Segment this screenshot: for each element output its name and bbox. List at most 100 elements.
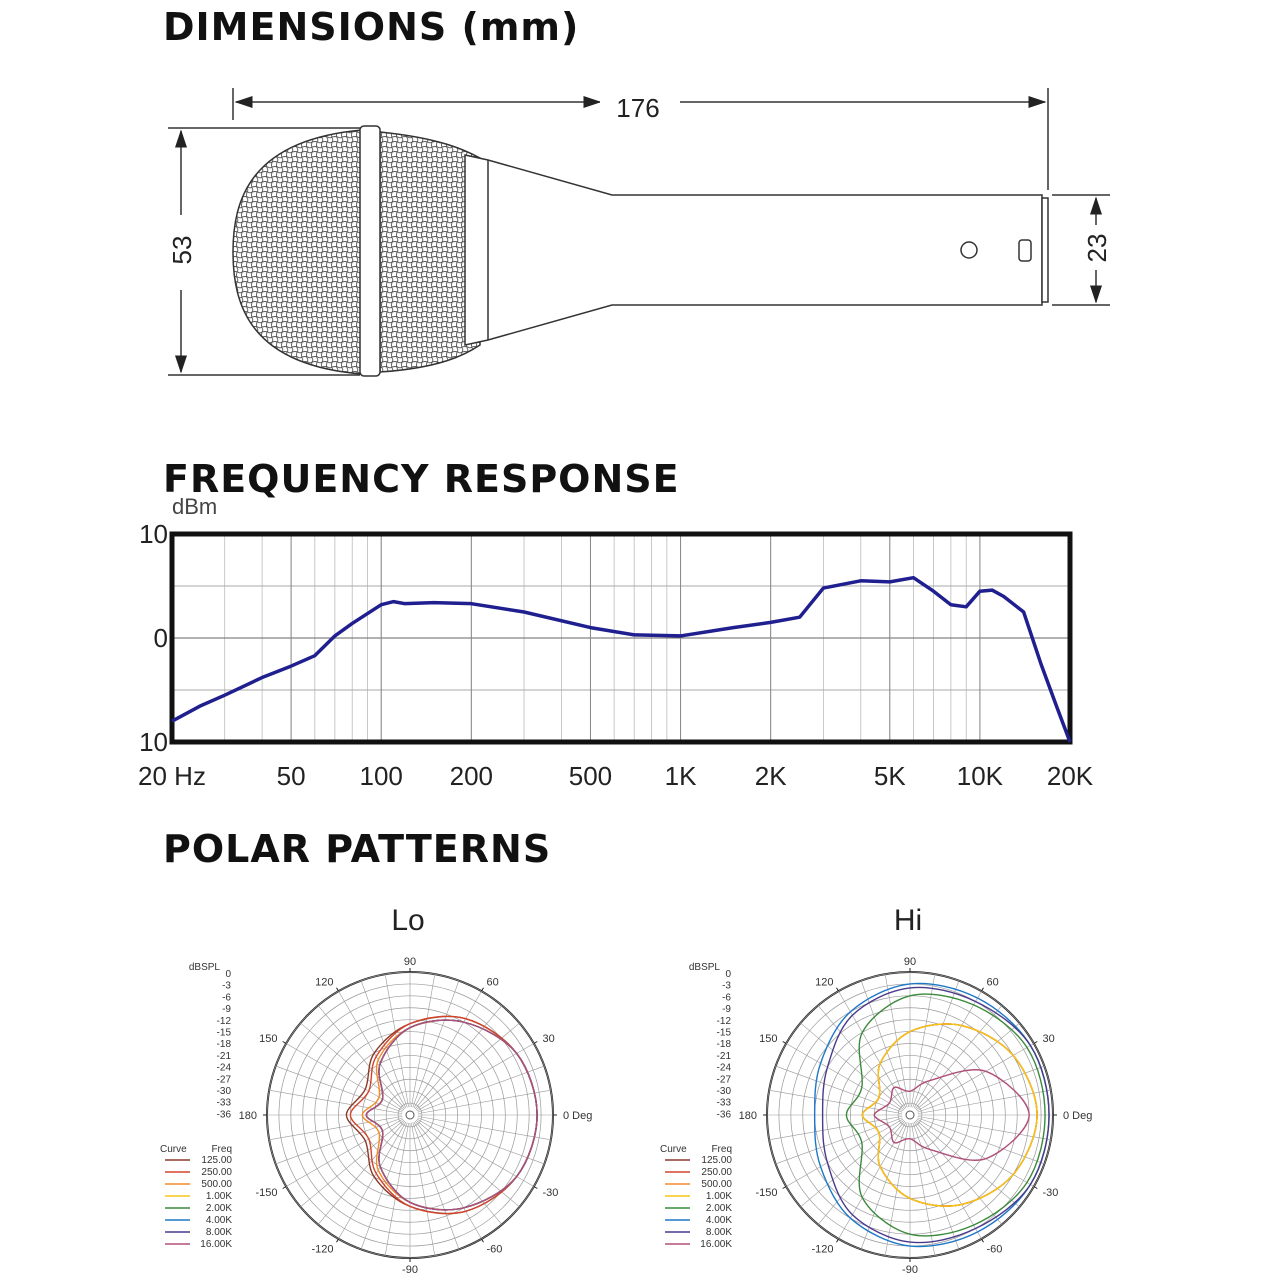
angle-label: -90 [902,1264,918,1276]
polar-chart: LodBSPL0-3-6-9-12-15-18-21-24-27-30-33-3… [160,904,592,1276]
spoke [317,1120,406,1225]
ring [302,1007,518,1223]
center [405,1110,415,1120]
db-tick-label: -3 [222,981,231,992]
spoke [275,1065,403,1113]
angle-label: 60 [487,977,499,989]
angle-tick [481,987,484,992]
legend-label: 8.00K [706,1227,732,1238]
spoke [413,1121,482,1239]
db-tick-label: -9 [222,1004,231,1015]
db-tick-label: -15 [217,1028,232,1039]
polar-curve [349,1015,538,1215]
legend-label: 4.00K [206,1215,232,1226]
angle-label: 120 [815,977,833,989]
db-tick-label: -27 [717,1074,732,1085]
spoke [914,1005,1003,1110]
db-tick-label: -6 [222,992,231,1003]
spoke [860,980,908,1108]
db-axis-label: dBSPL [689,962,721,973]
angle-label: 30 [1043,1033,1055,1045]
x-tick-label: 500 [569,761,612,791]
spoke [412,1122,460,1250]
plot-frame [169,531,1073,745]
angle-label: -90 [402,1264,418,1276]
db-tick-label: 0 [225,969,231,980]
angle-label: -120 [311,1243,333,1255]
angle-tick [1033,1186,1038,1189]
legend-label: 8.00K [206,1227,232,1238]
spoke [269,1089,403,1114]
db-tick-label: -18 [217,1039,232,1050]
angle-tick [981,1238,984,1243]
ring [897,1102,923,1128]
angle-tick [782,1186,787,1189]
label-bg [166,215,196,290]
ring [290,995,530,1235]
legend-label: 125.00 [201,1155,232,1166]
db-tick-label: -6 [722,992,731,1003]
db-tick-label: -33 [217,1098,232,1109]
angle-label: 120 [315,977,333,989]
angle-label: -60 [487,1243,503,1255]
spoke [817,1005,906,1110]
spoke [415,1119,520,1208]
ring [802,1007,1018,1223]
db-tick-label: -21 [217,1051,232,1062]
spoke [912,1122,960,1250]
spoke [414,1120,503,1225]
x-tick-label: 50 [277,761,306,791]
polar-title: Lo [391,904,424,937]
angle-label: 180 [239,1110,257,1122]
microphone-drawing [168,88,1110,377]
db-tick-label: -24 [717,1063,732,1074]
handle-diameter-label: 23 [1082,234,1112,263]
legend-label: 4.00K [706,1215,732,1226]
angle-label: 0 Deg [563,1110,592,1122]
polar-chart: HidBSPL0-3-6-9-12-15-18-21-24-27-30-33-3… [660,904,1092,1276]
spoke [411,1122,436,1256]
section-title: DIMENSIONS (mm) [163,5,579,49]
spoke [911,974,936,1108]
polar-curve [365,1019,538,1211]
spoke [286,1043,404,1112]
db-tick-label: -27 [217,1074,232,1085]
ring [385,1090,435,1140]
x-tick-label: 2K [755,761,787,791]
spoke [384,1122,409,1256]
polar-curve [861,1023,1038,1207]
angle-label: -30 [1043,1187,1059,1199]
spoke [412,980,460,1108]
spoke [915,1022,1020,1111]
spoke [417,1089,551,1114]
spoke [915,1119,1020,1208]
spoke [275,1117,403,1165]
label-bg [600,88,680,118]
spoke [775,1117,903,1165]
legend-label: 1.00K [706,1191,732,1202]
angle-label: 60 [987,977,999,989]
angle-label: 180 [739,1110,757,1122]
x-tick-label: 10K [957,761,1004,791]
legend-label: 2.00K [206,1203,232,1214]
spoke [917,1116,1051,1141]
legend-label: 500.00 [701,1179,732,1190]
ring [397,1102,423,1128]
angle-tick [282,1041,287,1044]
ring [278,983,542,1247]
spoke [417,1065,545,1113]
angle-tick [981,987,984,992]
angle-tick [336,1238,339,1243]
section-title: FREQUENCY RESPONSE [163,457,680,501]
db-tick-label: -9 [722,1004,731,1015]
ring [838,1043,982,1187]
spoke [775,1065,903,1113]
y-tick-label: 10 [139,519,168,549]
spoke [317,1005,406,1110]
angle-label: 150 [259,1033,277,1045]
legend-header: Freq [211,1144,232,1155]
angle-label: -150 [755,1187,777,1199]
